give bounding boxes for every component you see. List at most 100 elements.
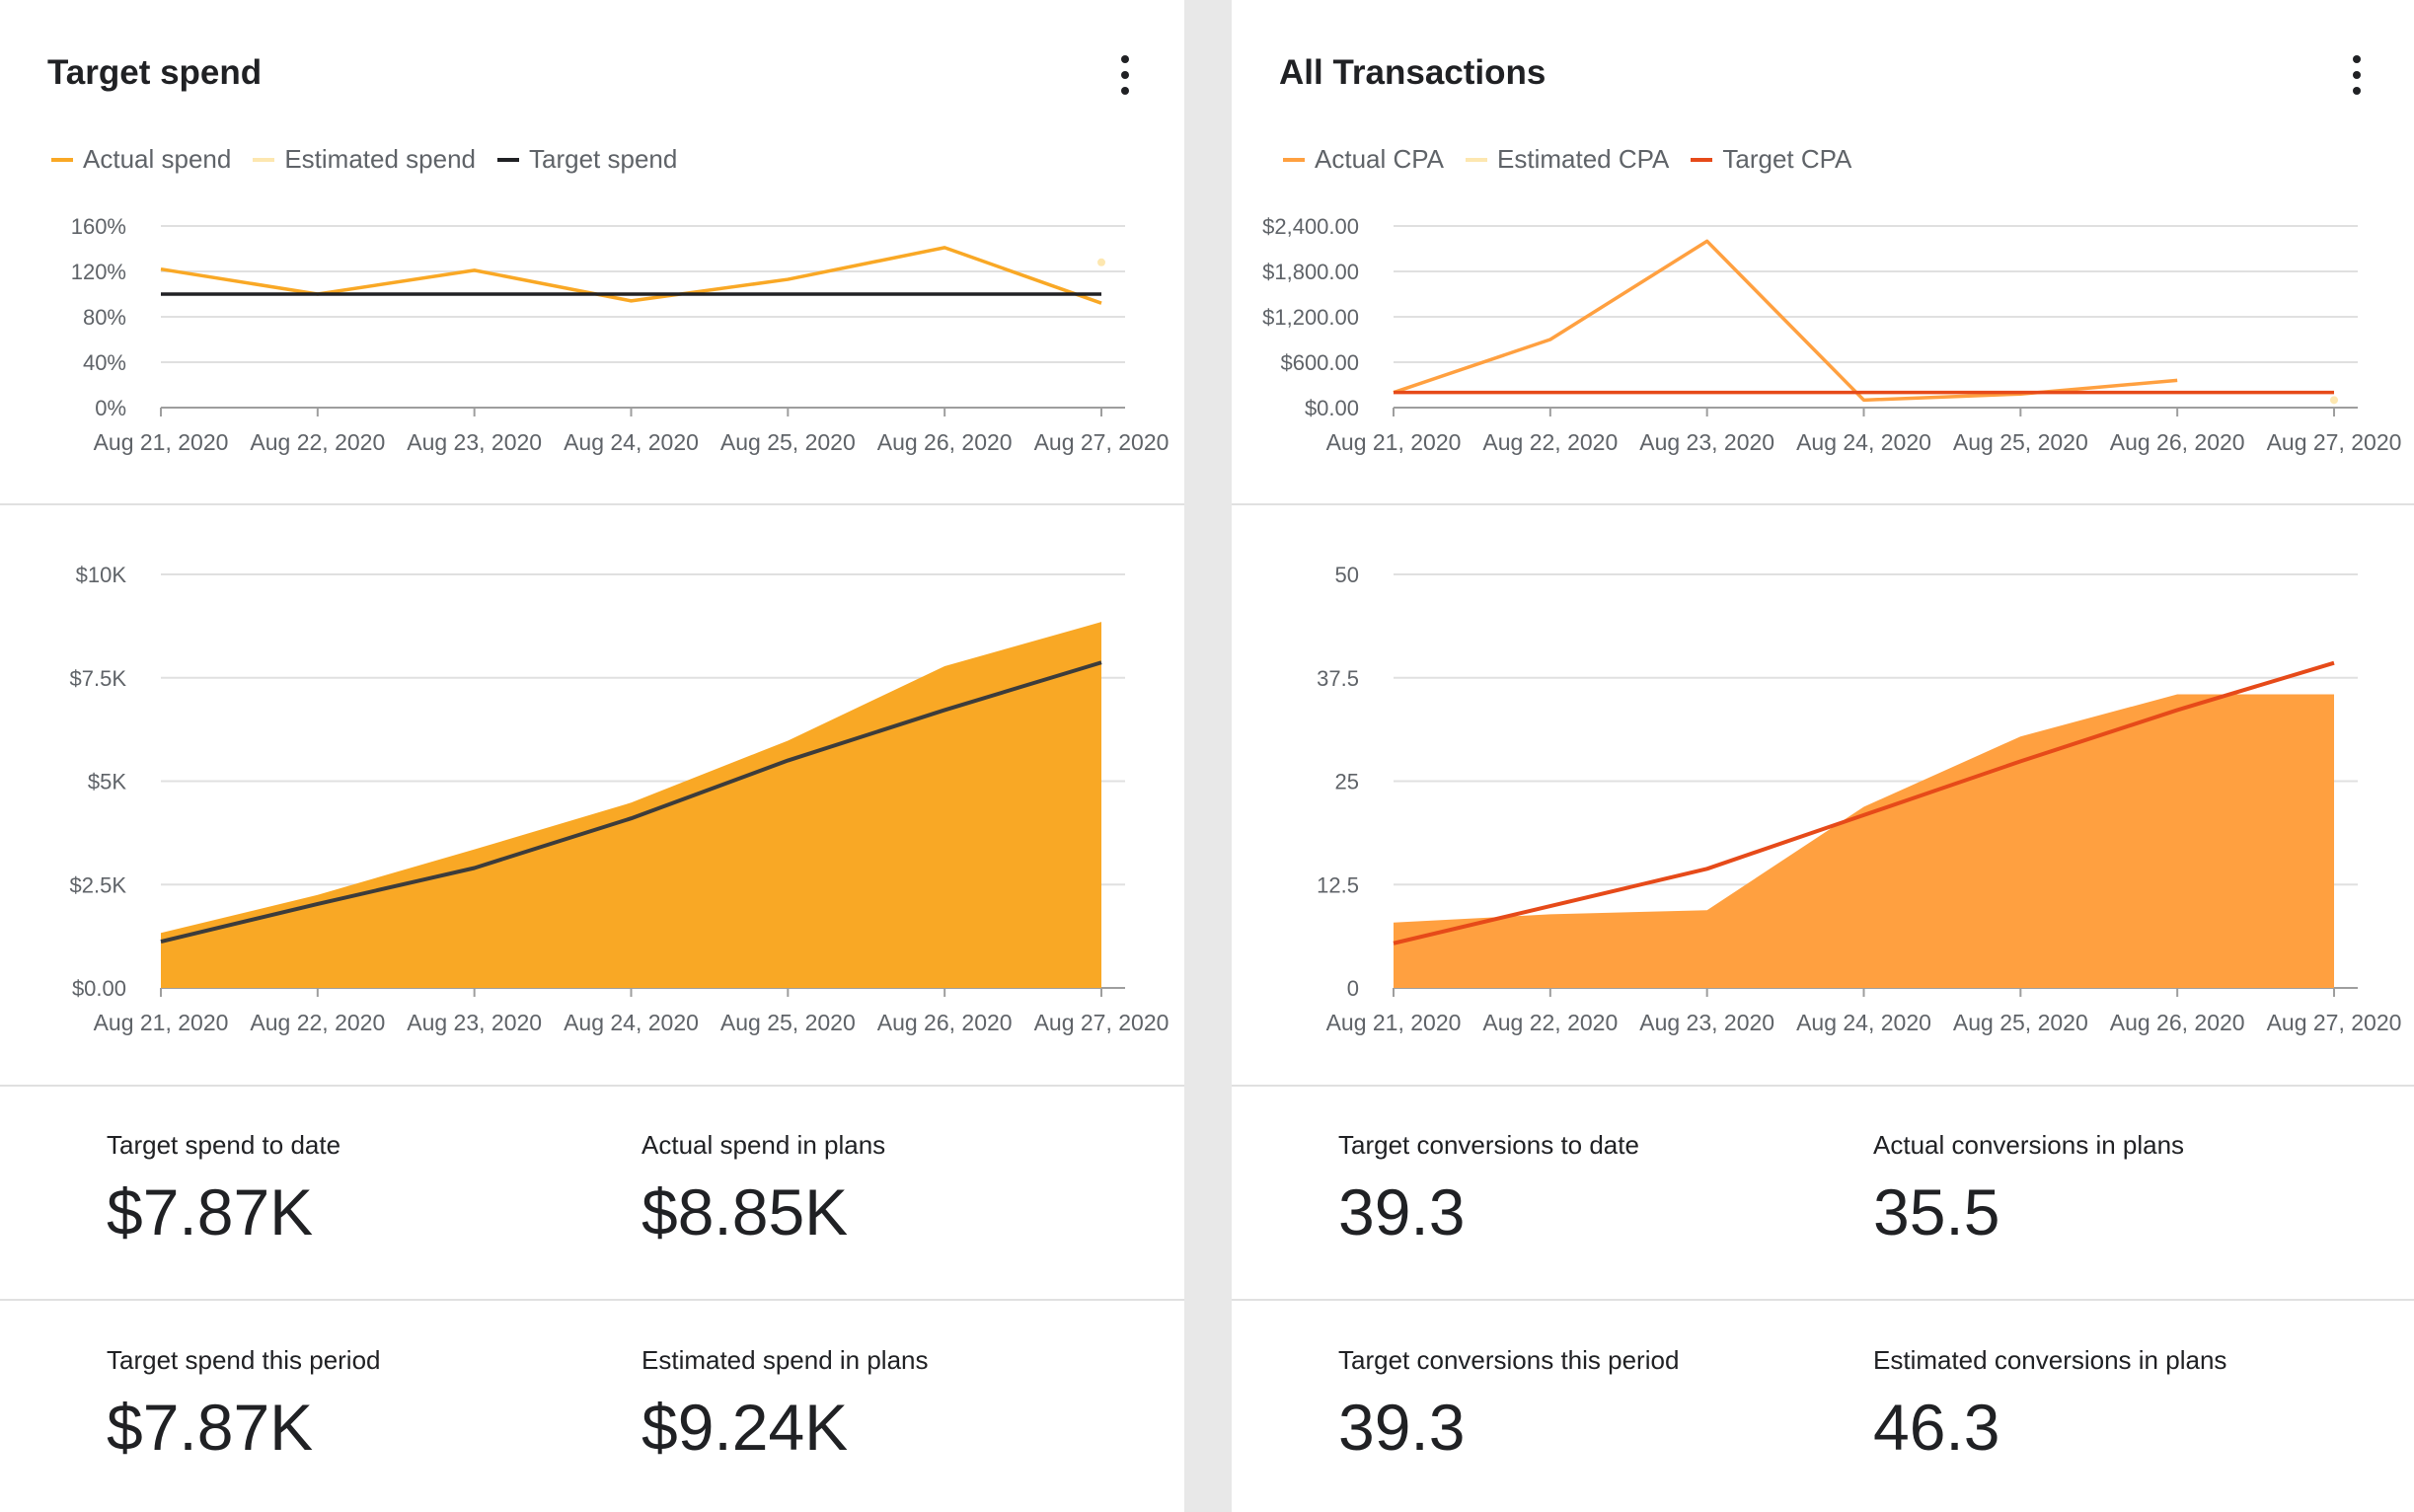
legend-swatch	[253, 157, 275, 162]
y-tick-label: $600.00	[1280, 350, 1359, 375]
stat-label: Estimated conversions in plans	[1873, 1345, 2227, 1375]
all-transactions-card: All Transactions Actual CPA Estimated CP…	[1232, 0, 2414, 1512]
stat-target-conversions-this-period: Target conversions this period 39.3	[1338, 1345, 1679, 1465]
more-options-icon[interactable]	[1113, 55, 1137, 95]
spend-percent-chart[interactable]: 0% 40% 80% 120% 160% Aug 21, 2020 Aug 22, 2020…	[0, 0, 1184, 493]
stat-value: 46.3	[1873, 1391, 2000, 1464]
y-tick-label: 50	[1335, 563, 1359, 587]
divider	[1232, 1085, 2414, 1087]
stat-label: Target spend to date	[107, 1130, 341, 1160]
stat-label: Target conversions to date	[1338, 1130, 1639, 1160]
y-tick-label: 37.5	[1317, 666, 1359, 691]
x-tick-label: Aug 24, 2020	[564, 429, 699, 455]
legend-label: Estimated CPA	[1497, 144, 1670, 174]
y-tick-label: 160%	[71, 214, 126, 239]
x-tick-label: Aug 24, 2020	[1796, 429, 1931, 455]
y-tick-label: $7.5K	[70, 666, 127, 691]
more-options-icon[interactable]	[2345, 55, 2369, 95]
x-tick-label: Aug 26, 2020	[2110, 1010, 2245, 1035]
y-tick-label: $1,800.00	[1262, 260, 1359, 284]
y-tick-label: $2,400.00	[1262, 214, 1359, 239]
divider	[1232, 503, 2414, 505]
y-tick-label: 0%	[95, 396, 126, 420]
stat-value: $9.24K	[641, 1391, 849, 1464]
x-tick-label: Aug 24, 2020	[1796, 1010, 1931, 1035]
x-tick-label: Aug 25, 2020	[720, 429, 856, 455]
y-tick-label: 40%	[83, 350, 126, 375]
legend-label: Target spend	[529, 144, 678, 174]
legend-item-target-cpa[interactable]: Target CPA	[1691, 144, 1851, 175]
legend-swatch	[1466, 157, 1488, 162]
legend-item-target-spend[interactable]: Target spend	[497, 144, 677, 175]
cumulative-spend-chart[interactable]: $0.00 $2.5K $5K $7.5K $10K Aug 21, 2020 Aug 22…	[0, 533, 1184, 1066]
x-tick-label: Aug 21, 2020	[1326, 429, 1462, 455]
stat-target-conversions-to-date: Target conversions to date 39.3	[1338, 1130, 1639, 1249]
y-tick-label: $0.00	[1305, 396, 1359, 420]
y-tick-label: 12.5	[1317, 872, 1359, 897]
stat-value: 35.5	[1873, 1175, 2000, 1248]
x-tick-label: Aug 22, 2020	[250, 1010, 385, 1035]
stat-label: Actual spend in plans	[641, 1130, 886, 1160]
stat-actual-spend-in-plans: Actual spend in plans $8.85K	[641, 1130, 885, 1249]
legend-swatch	[1283, 157, 1305, 162]
card-title: Target spend	[47, 53, 263, 92]
divider	[0, 1085, 1184, 1087]
x-tick-label: Aug 23, 2020	[1639, 1010, 1774, 1035]
y-tick-label: 25	[1335, 770, 1359, 794]
stat-value: $7.87K	[107, 1391, 314, 1464]
stat-label: Target spend this period	[107, 1345, 381, 1375]
divider	[0, 1299, 1184, 1301]
y-tick-label: $2.5K	[70, 872, 127, 897]
stat-value: $7.87K	[107, 1175, 314, 1248]
x-tick-label: Aug 27, 2020	[1034, 429, 1169, 455]
legend-label: Actual CPA	[1315, 144, 1445, 174]
stat-estimated-spend-in-plans: Estimated spend in plans $9.24K	[641, 1345, 929, 1465]
y-tick-label: $1,200.00	[1262, 305, 1359, 330]
x-tick-label: Aug 23, 2020	[1639, 429, 1774, 455]
cumulative-conversions-chart[interactable]: 0 12.5 25 37.5 50 Aug 21, 2020 Aug 22, 2020 Aug…	[1232, 533, 2414, 1066]
x-tick-label: Aug 26, 2020	[877, 429, 1013, 455]
stat-label: Estimated spend in plans	[641, 1345, 929, 1375]
stat-estimated-conversions-in-plans: Estimated conversions in plans 46.3	[1873, 1345, 2226, 1465]
actual-cpa-area	[1394, 694, 2334, 988]
x-tick-label: Aug 23, 2020	[407, 429, 542, 455]
chart-legend: Actual CPA Estimated CPA Target CPA	[1283, 144, 1851, 175]
legend-item-estimated-spend[interactable]: Estimated spend	[253, 144, 476, 175]
target-spend-card: Target spend Actual spend Estimated spen…	[0, 0, 1184, 1512]
legend-swatch	[51, 157, 73, 162]
y-tick-label: 80%	[83, 305, 126, 330]
x-tick-label: Aug 26, 2020	[877, 1010, 1013, 1035]
x-tick-label: Aug 25, 2020	[1953, 1010, 2088, 1035]
x-tick-label: Aug 23, 2020	[407, 1010, 542, 1035]
y-tick-label: 120%	[71, 260, 126, 284]
y-tick-label: 0	[1347, 976, 1359, 1001]
actual-cpa-line	[1393, 239, 2178, 403]
legend-swatch	[1691, 157, 1713, 162]
x-tick-label: Aug 22, 2020	[1482, 1010, 1618, 1035]
x-tick-label: Aug 21, 2020	[94, 429, 229, 455]
legend-item-actual-cpa[interactable]: Actual CPA	[1283, 144, 1444, 175]
legend-label: Estimated spend	[284, 144, 476, 174]
legend-swatch	[497, 157, 519, 162]
cpa-chart[interactable]: $0.00 $600.00 $1,200.00 $1,800.00 $2,400.00 A…	[1232, 0, 2414, 493]
x-tick-label: Aug 25, 2020	[1953, 429, 2088, 455]
divider	[0, 503, 1184, 505]
legend-label: Actual spend	[83, 144, 232, 174]
estimated-spend-point	[1097, 258, 1105, 266]
target-spend-line	[160, 660, 1102, 945]
x-tick-label: Aug 24, 2020	[564, 1010, 699, 1035]
legend-item-estimated-cpa[interactable]: Estimated CPA	[1466, 144, 1669, 175]
x-tick-label: Aug 21, 2020	[94, 1010, 229, 1035]
estimated-cpa-point	[2330, 396, 2338, 405]
stat-value: 39.3	[1338, 1175, 1466, 1248]
legend-label: Target CPA	[1722, 144, 1852, 174]
stat-target-spend-this-period: Target spend this period $7.87K	[107, 1345, 381, 1465]
stat-actual-conversions-in-plans: Actual conversions in plans 35.5	[1873, 1130, 2184, 1249]
stat-label: Target conversions this period	[1338, 1345, 1680, 1375]
chart-legend: Actual spend Estimated spend Target spen…	[51, 144, 677, 175]
legend-item-actual-spend[interactable]: Actual spend	[51, 144, 231, 175]
x-tick-label: Aug 25, 2020	[720, 1010, 856, 1035]
x-tick-label: Aug 21, 2020	[1326, 1010, 1462, 1035]
x-tick-label: Aug 26, 2020	[2110, 429, 2245, 455]
actual-spend-area	[161, 622, 1101, 988]
